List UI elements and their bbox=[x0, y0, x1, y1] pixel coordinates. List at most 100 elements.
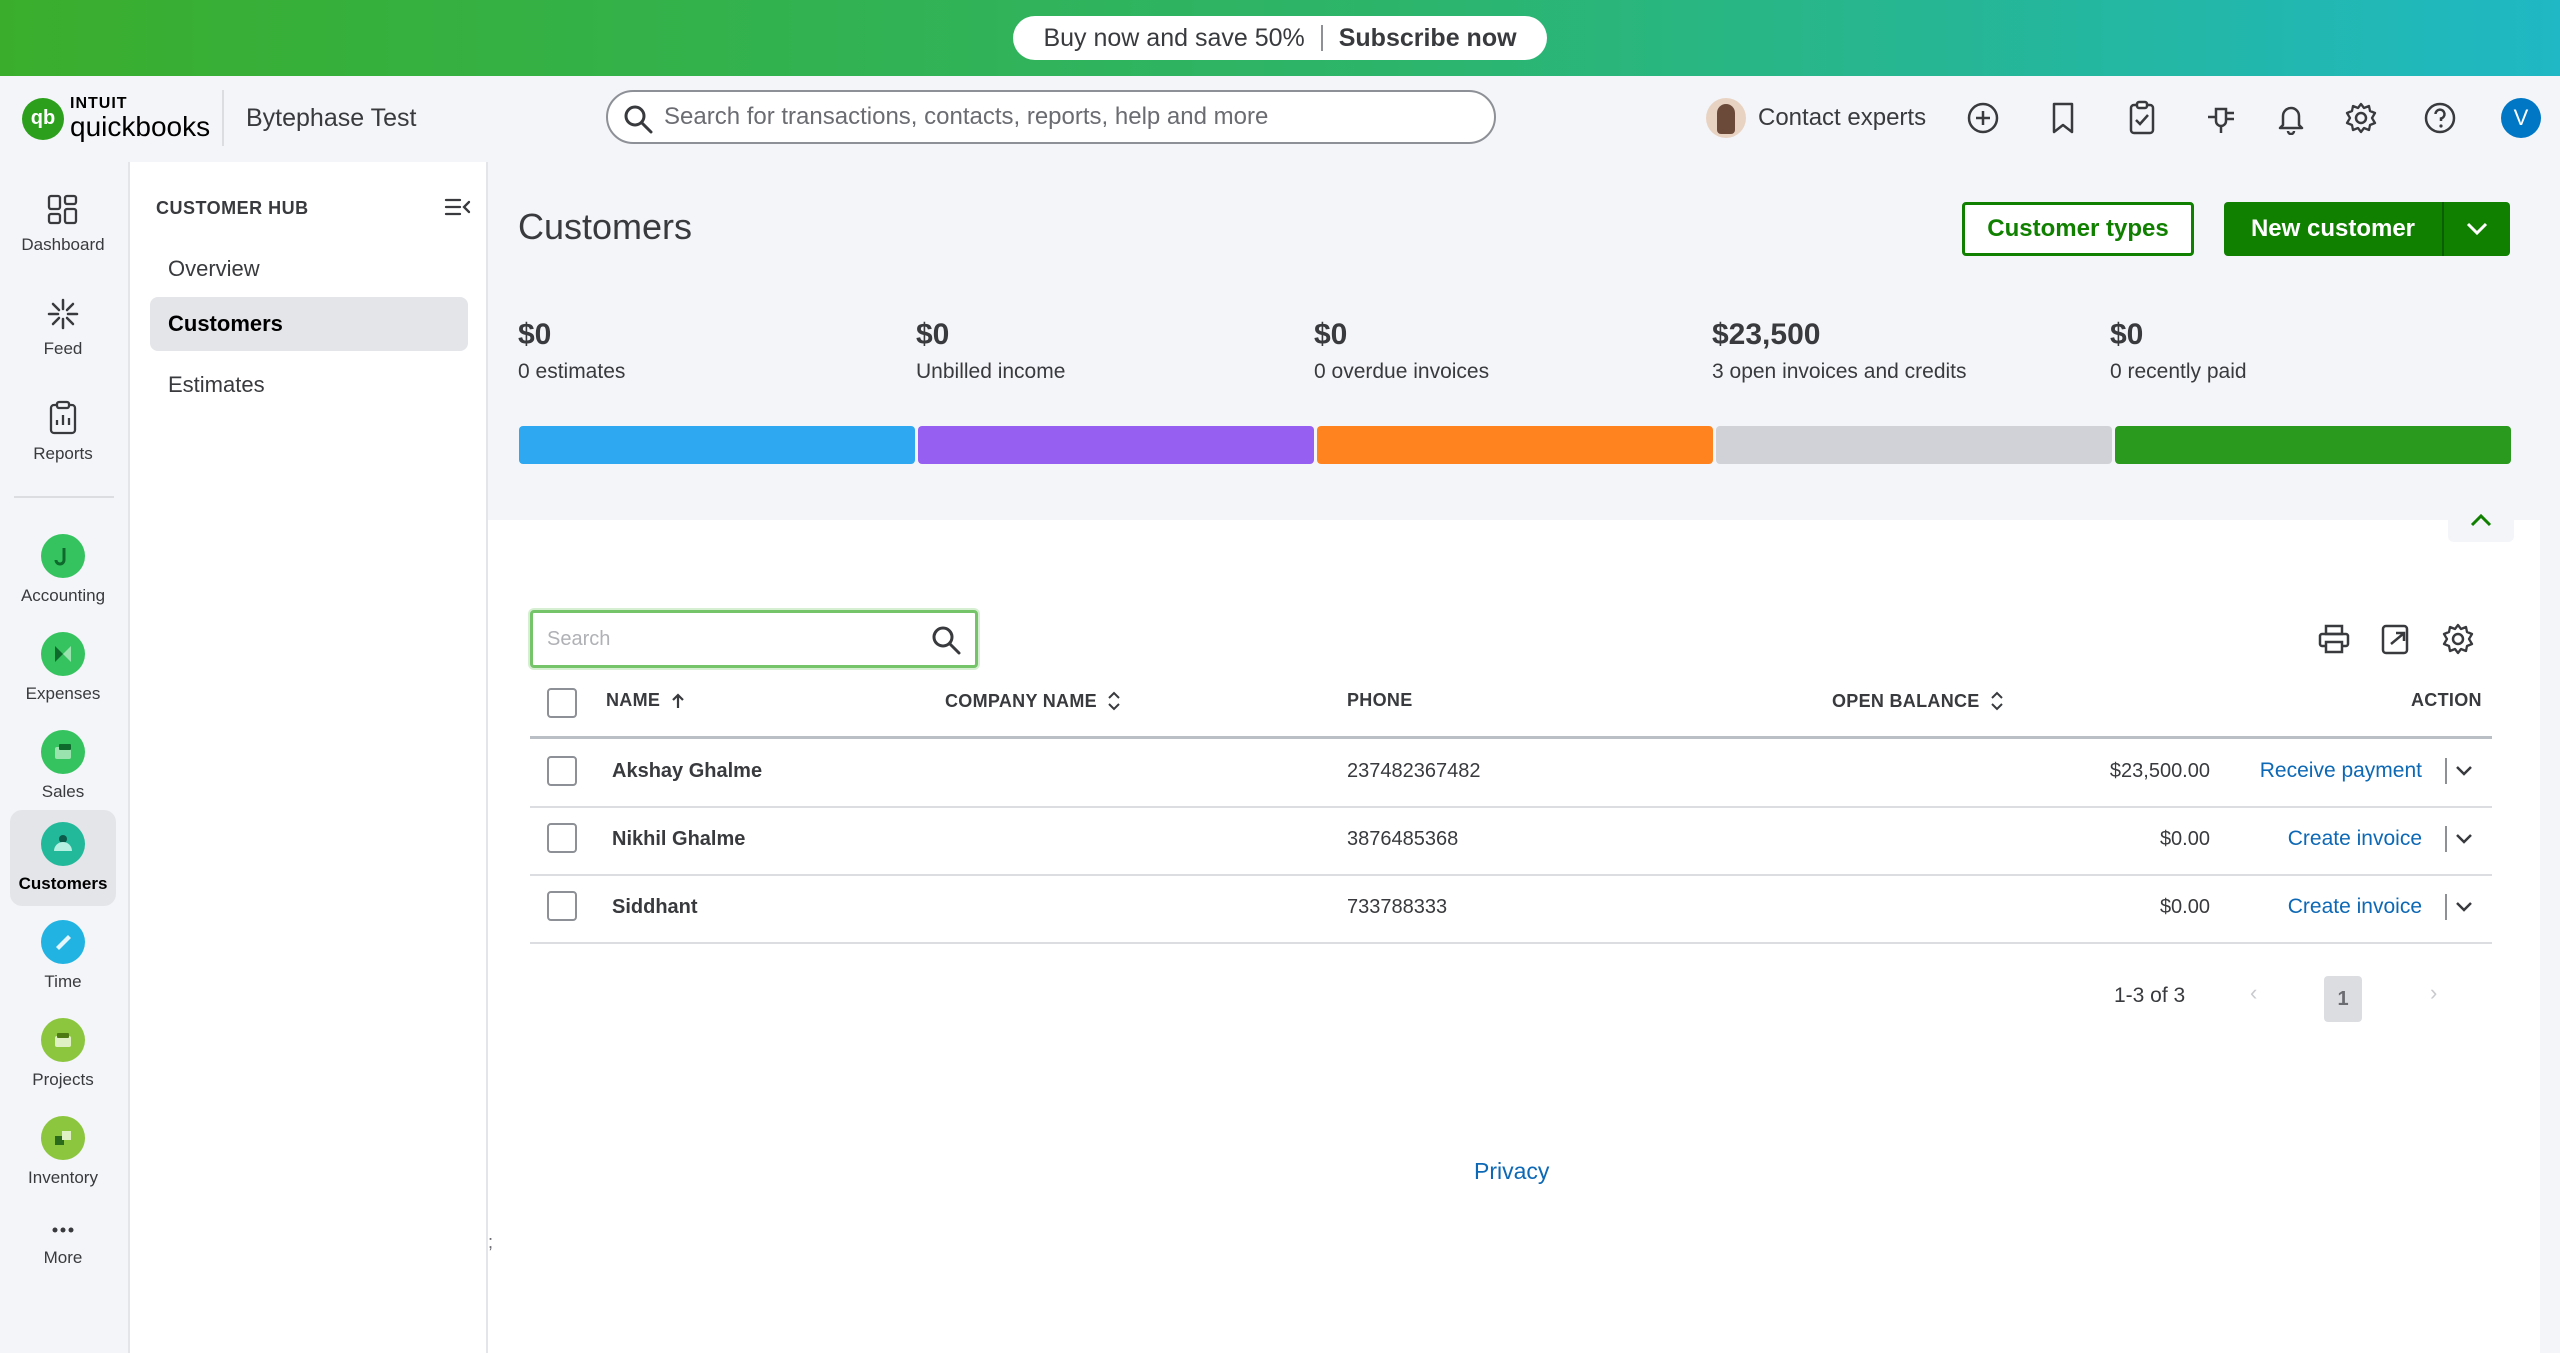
row-checkbox[interactable] bbox=[547, 891, 577, 921]
row-checkbox[interactable] bbox=[547, 756, 577, 786]
time-icon bbox=[41, 920, 85, 964]
customer-name[interactable]: Akshay Ghalme bbox=[612, 760, 763, 782]
promo-banner: Buy now and save 50% Subscribe now bbox=[0, 0, 2560, 76]
promo-pill[interactable]: Buy now and save 50% Subscribe now bbox=[1013, 16, 1547, 60]
create-invoice-link[interactable]: Create invoice bbox=[2287, 895, 2422, 918]
stat-unbilled-income[interactable]: $0 Unbilled income bbox=[916, 318, 1065, 384]
rail-item-inventory[interactable]: Inventory bbox=[10, 1104, 116, 1200]
top-header: qb INTUIT quickbooks Bytephase Test Sear… bbox=[0, 76, 2560, 162]
table-settings-gear-icon[interactable] bbox=[2436, 617, 2480, 661]
privacy-link[interactable]: Privacy bbox=[1474, 1158, 1550, 1184]
action-separator bbox=[2445, 894, 2447, 920]
hub-item-estimates[interactable]: Estimates bbox=[150, 358, 468, 412]
settings-gear-icon[interactable] bbox=[2341, 98, 2381, 138]
pagination-prev[interactable]: ‹ bbox=[2250, 980, 2258, 1005]
rail-item-sales[interactable]: Sales bbox=[10, 718, 116, 814]
hub-item-label: Overview bbox=[168, 256, 260, 281]
clipboard-check-icon[interactable] bbox=[2122, 98, 2162, 138]
column-header-open-balance[interactable]: OPEN BALANCE bbox=[1832, 690, 2006, 712]
company-name[interactable]: Bytephase Test bbox=[246, 104, 417, 132]
stat-desc: 0 overdue invoices bbox=[1314, 360, 1490, 383]
column-header-balance-label: OPEN BALANCE bbox=[1832, 690, 1980, 711]
rail-item-expenses[interactable]: Expenses bbox=[10, 620, 116, 716]
chevron-down-icon[interactable] bbox=[2454, 900, 2474, 914]
stat-estimates[interactable]: $0 0 estimates bbox=[518, 318, 625, 384]
sort-ascending-icon bbox=[672, 692, 684, 708]
rail-item-feed[interactable]: Feed bbox=[10, 280, 116, 376]
rail-item-dashboard[interactable]: Dashboard bbox=[10, 176, 116, 272]
rail-item-projects[interactable]: Projects bbox=[10, 1006, 116, 1102]
money-bar-open[interactable] bbox=[1716, 426, 2112, 464]
global-search-input[interactable]: Search for transactions, contacts, repor… bbox=[606, 90, 1496, 144]
rail-label-projects: Projects bbox=[32, 1070, 94, 1089]
rail-item-more[interactable]: More bbox=[10, 1196, 116, 1292]
hub-item-overview[interactable]: Overview bbox=[150, 242, 468, 296]
user-avatar[interactable]: V bbox=[2501, 98, 2541, 138]
column-header-name[interactable]: NAME bbox=[606, 690, 688, 711]
chevron-down-icon[interactable] bbox=[2454, 832, 2474, 846]
projects-icon bbox=[41, 1018, 85, 1062]
row-checkbox[interactable] bbox=[547, 823, 577, 853]
help-question-icon[interactable] bbox=[2420, 98, 2460, 138]
customer-types-button[interactable]: Customer types bbox=[1962, 202, 2194, 256]
search-icon[interactable] bbox=[929, 623, 963, 657]
quickbooks-logo[interactable]: qb INTUIT quickbooks bbox=[22, 96, 210, 141]
expenses-icon bbox=[41, 632, 85, 676]
accounting-icon bbox=[41, 534, 85, 578]
new-customer-label[interactable]: New customer bbox=[2250, 215, 2416, 242]
qb-logo-icon: qb bbox=[22, 97, 64, 140]
inventory-icon bbox=[41, 1116, 85, 1160]
header-divider-line bbox=[530, 736, 2492, 739]
money-bar-paid[interactable] bbox=[2115, 426, 2511, 464]
select-all-checkbox[interactable] bbox=[547, 688, 577, 718]
stat-recently-paid[interactable]: $0 0 recently paid bbox=[2110, 318, 2247, 384]
stat-amount: $0 bbox=[518, 318, 552, 351]
rail-item-customers[interactable]: Customers bbox=[10, 810, 116, 906]
stat-desc: 0 recently paid bbox=[2110, 360, 2247, 383]
rail-item-reports[interactable]: Reports bbox=[10, 384, 116, 480]
rail-item-accounting[interactable]: Accounting bbox=[10, 522, 116, 618]
column-header-company-label: COMPANY NAME bbox=[945, 690, 1097, 711]
notifications-bell-icon[interactable] bbox=[2271, 98, 2311, 138]
subscribe-now-link[interactable]: Subscribe now bbox=[1338, 23, 1517, 52]
rail-label-sales: Sales bbox=[41, 782, 85, 801]
customer-hub-title: CUSTOMER HUB bbox=[156, 198, 309, 218]
pagination-next[interactable]: › bbox=[2430, 980, 2438, 1005]
pagination-page[interactable]: 1 bbox=[2324, 976, 2362, 1022]
customer-search-input[interactable]: Search bbox=[530, 610, 978, 668]
collapse-panel-icon[interactable] bbox=[444, 196, 472, 223]
rail-label-inventory: Inventory bbox=[28, 1168, 98, 1187]
contact-experts-button[interactable]: Contact experts bbox=[1706, 98, 1926, 138]
rail-label-customers: Customers bbox=[18, 874, 108, 893]
logo-intuit-text: INTUIT bbox=[70, 95, 128, 112]
new-customer-dropdown[interactable] bbox=[2444, 222, 2510, 236]
receive-payment-link[interactable]: Receive payment bbox=[2259, 759, 2422, 782]
column-header-company[interactable]: COMPANY NAME bbox=[945, 690, 1123, 712]
new-customer-button[interactable]: New customer bbox=[2224, 202, 2510, 256]
money-bar-overdue[interactable] bbox=[1317, 426, 1713, 464]
export-icon[interactable] bbox=[2374, 617, 2418, 661]
apps-plug-icon[interactable] bbox=[2201, 98, 2241, 138]
money-bar-unbilled[interactable] bbox=[918, 426, 1314, 464]
customer-search-placeholder: Search bbox=[547, 627, 611, 650]
print-icon[interactable] bbox=[2312, 617, 2356, 661]
dashboard-icon bbox=[47, 194, 78, 225]
hub-item-customers[interactable]: Customers bbox=[150, 297, 468, 351]
open-balance-cell: $0.00 bbox=[2159, 896, 2210, 918]
rail-label-more: More bbox=[43, 1248, 83, 1267]
bookmark-icon[interactable] bbox=[2043, 98, 2083, 138]
rail-label-accounting: Accounting bbox=[20, 586, 106, 605]
customer-name[interactable]: Nikhil Ghalme bbox=[612, 828, 746, 850]
chevron-up-icon bbox=[2470, 513, 2492, 527]
create-plus-icon[interactable] bbox=[1963, 98, 2003, 138]
create-invoice-link[interactable]: Create invoice bbox=[2287, 827, 2422, 850]
stat-open-invoices[interactable]: $23,500 3 open invoices and credits bbox=[1712, 318, 1967, 384]
feed-icon bbox=[47, 298, 79, 330]
chevron-down-icon[interactable] bbox=[2454, 764, 2474, 778]
rail-item-time[interactable]: Time bbox=[10, 908, 116, 1004]
stat-overdue-invoices[interactable]: $0 0 overdue invoices bbox=[1314, 318, 1489, 384]
money-bar-estimates[interactable] bbox=[519, 426, 915, 464]
customer-name[interactable]: Siddhant bbox=[612, 896, 698, 918]
collapse-summary-button[interactable] bbox=[2448, 498, 2514, 542]
rail-divider bbox=[14, 496, 114, 498]
